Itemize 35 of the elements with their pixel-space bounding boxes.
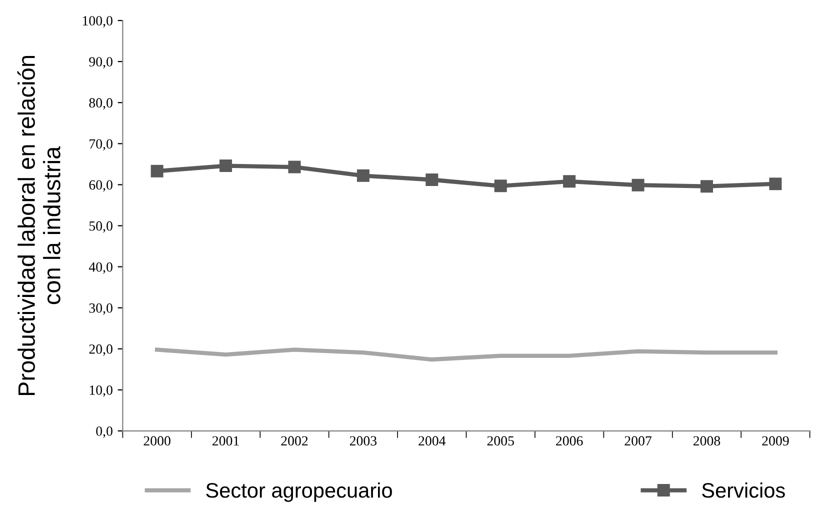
x-tick-label: 2006 xyxy=(556,436,583,446)
point xyxy=(769,178,782,190)
y-tick-label: 50,0 xyxy=(89,221,112,233)
x-tick-label: 2008 xyxy=(693,436,720,446)
x-tick-label: 2009 xyxy=(762,436,789,446)
x-tick-label: 2001 xyxy=(212,436,239,446)
y-tick-label: 0,0 xyxy=(96,426,112,438)
point xyxy=(288,160,301,174)
y-tick-label: 10,0 xyxy=(90,385,112,397)
x-tick-label: 2003 xyxy=(350,436,377,446)
x-tick-label: 2002 xyxy=(281,436,308,446)
y-tick-label: 60,0 xyxy=(89,180,112,192)
y-tick-label: 30,0 xyxy=(89,303,112,315)
x-tick-label: 2000 xyxy=(144,436,170,446)
x-tick-label: 2004 xyxy=(418,436,446,446)
y-axis-title: Productividad laboral en relación con la industria xyxy=(17,56,60,396)
point xyxy=(632,178,644,192)
y-tick-label: 20,0 xyxy=(89,344,112,356)
line-series xyxy=(154,348,778,362)
x-tick-label: 2007 xyxy=(624,436,652,446)
point xyxy=(356,169,370,182)
point xyxy=(426,174,438,186)
point xyxy=(700,180,713,193)
y-tick-label: 70,0 xyxy=(90,139,112,151)
point xyxy=(150,164,164,178)
x-tick-label: 2005 xyxy=(487,436,514,446)
y-tick-label: 40,0 xyxy=(88,262,112,274)
y-tick-label: 80,0 xyxy=(89,98,112,110)
legend-label: Sector agropecuario xyxy=(206,482,392,502)
point xyxy=(494,180,507,192)
y-tick-label: 100,0 xyxy=(82,16,112,28)
point xyxy=(220,160,232,172)
point xyxy=(563,175,576,188)
legend-label: Servicios xyxy=(702,482,785,498)
y-tick-label: 90,0 xyxy=(89,57,112,69)
